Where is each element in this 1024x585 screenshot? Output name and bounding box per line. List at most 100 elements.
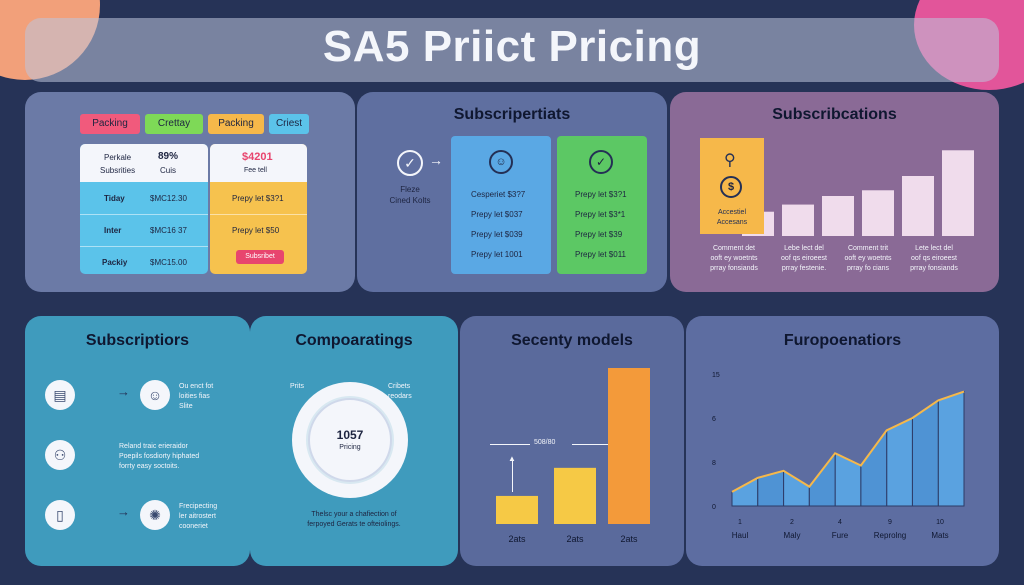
- box-label: Accestiel Accesans: [716, 209, 748, 226]
- panel-heading: Subscripertiats: [453, 106, 571, 123]
- bar-label: 2ats: [508, 534, 526, 544]
- annotation: 508/80: [534, 439, 556, 446]
- panel-heading: Furopoenatiors: [783, 332, 902, 349]
- arrow-right-icon: →: [117, 504, 130, 519]
- x-tick-label: 4: [838, 519, 842, 526]
- x-tick-label: 10: [936, 519, 944, 526]
- bulb-icon: ✺: [140, 500, 170, 530]
- left-price-card: Perkale 89% Subsrities Cuis Tiday $MC12.…: [80, 144, 208, 274]
- x-axis-label: Fure: [832, 531, 849, 540]
- subscribe-button[interactable]: Subsribet: [236, 250, 284, 264]
- note: Comment trit ooft ey woetnts prray fo cian…: [844, 245, 892, 272]
- panel-heading: Secenty models: [511, 332, 633, 349]
- row-value: $MC15.00: [150, 258, 187, 267]
- bar: [822, 196, 854, 236]
- plan-row: Prepy let $011: [575, 250, 626, 259]
- y-tick-label: 0: [712, 504, 716, 511]
- card-price-sub: Fee tell: [244, 167, 267, 174]
- plan-row: Prepy let $39: [575, 230, 623, 239]
- x-axis-label: Maly: [784, 531, 801, 540]
- card-price: $4201: [242, 151, 273, 163]
- arrow-right-icon: →: [117, 384, 130, 399]
- ring-label-left: Prits: [290, 383, 304, 390]
- furopoenatiors-area-chart: 15 6 8 0 1 Haul 2 Maly 4 Fure 9 Reprolng 10 Mats: [712, 372, 965, 540]
- x-axis-label: Mats: [931, 531, 948, 540]
- series-line: [731, 390, 965, 493]
- arrow-up-icon: ▲: [508, 454, 516, 463]
- area-segment: [886, 417, 913, 507]
- note: Lebe lect del oof qs eiroeest prray festen…: [781, 245, 827, 272]
- plan-row: Prepy let 1001: [471, 250, 523, 259]
- card-header-label: Perkale: [104, 153, 132, 162]
- dollar-icon: $: [720, 176, 742, 198]
- row-label: Tiday: [104, 194, 125, 203]
- devices-icon: ▯: [45, 500, 75, 530]
- row-value: $MC16 37: [150, 226, 187, 235]
- plan-row: Prepy let $039: [471, 230, 523, 239]
- card-row: Prepy let $50: [232, 226, 280, 235]
- check-icon: ✓: [397, 150, 423, 176]
- plan-row: Prepy let $037: [471, 210, 523, 219]
- bar: [862, 190, 894, 236]
- area-segment: [860, 428, 888, 507]
- card-row: Prepy let $3?1: [232, 194, 284, 203]
- title-bar: [25, 18, 999, 82]
- row-label: Packiy: [102, 258, 128, 267]
- secenty-models-panel: Secenty models 508/80 ▲ 2ats 2ats 2ats: [460, 316, 684, 566]
- x-tick-label: 9: [888, 519, 892, 526]
- browser-icon: ▤: [45, 380, 75, 410]
- secenty-models-bar-chart: 2ats 2ats 2ats: [496, 368, 650, 544]
- compoaratings-panel: Compoaratings Prits Cribets reodars 1057 …: [250, 316, 458, 566]
- green-plan-card[interactable]: ✓ Prepy let $3?1 Prepy let $3*1 Prepy le…: [557, 136, 647, 274]
- pricing-table-panel: Packing Crettay Packing Criest Perkale 8…: [25, 92, 355, 292]
- plan-row: Prepy let $3?1: [575, 190, 627, 199]
- subscribcations-bar-chart: [742, 150, 974, 236]
- note: Comment det ooft ey woetnts prray fonsiand…: [710, 245, 758, 272]
- y-tick-label: 15: [712, 372, 720, 379]
- area-segment: [808, 451, 836, 507]
- ring-caption: Thelsc your a chafiection of ferpoyed Ger…: [307, 511, 401, 528]
- check-circle-icon: ✓: [589, 150, 613, 174]
- subscriptions-panel: Subscripertiats ✓ → Fleze Cined Kolts ☺ …: [357, 92, 667, 292]
- bar: [942, 150, 974, 236]
- panel-heading: Subscribcations: [772, 106, 897, 123]
- row-text: Frecipecting ler aitrostert cooneriet: [179, 503, 218, 530]
- chip-packing-2[interactable]: Packing: [208, 114, 264, 134]
- ring-label: Pricing: [339, 444, 361, 451]
- x-axis-label: Reprolng: [874, 531, 906, 540]
- area-segment: [731, 476, 759, 507]
- bar-label: 2ats: [620, 534, 638, 544]
- location-pin-icon: ⚲: [724, 152, 736, 169]
- bar: [782, 204, 814, 236]
- area-segment: [834, 452, 862, 507]
- chip-crettay[interactable]: Crettay: [145, 114, 203, 134]
- card-header-sub-value: Cuis: [160, 166, 177, 175]
- chip-criest[interactable]: Criest: [269, 114, 309, 134]
- card-header-sub: Subsrities: [100, 166, 136, 175]
- area-segment: [783, 469, 810, 507]
- y-tick-label: 6: [712, 416, 716, 423]
- card-header-value: 89%: [158, 151, 179, 162]
- chip-packing[interactable]: Packing: [80, 114, 140, 134]
- right-price-card: $4201 Fee tell Prepy let $3?1 Prepy let …: [210, 144, 307, 274]
- user-icon: ☺: [489, 150, 513, 174]
- bar: [902, 176, 934, 236]
- bar-label: 2ats: [566, 534, 584, 544]
- subscribcations-panel: Subscribcations ⚲ $ Accestiel Accesans C…: [670, 92, 999, 292]
- y-tick-label: 8: [712, 460, 716, 467]
- area-segment: [937, 390, 965, 507]
- bar: [496, 495, 538, 524]
- bar: [554, 467, 596, 524]
- furopoenatiors-panel: Furopoenatiors 15 6 8 0 1 Haul 2 Maly 4 Fure 9 Repr…: [686, 316, 999, 566]
- row-text: Reland traic erieraidor Poepils fosdiorty…: [119, 443, 200, 470]
- row-value: $MC12.30: [150, 194, 187, 203]
- blue-plan-card[interactable]: ☺ Cesperiet $3?7 Prepy let $037 Prepy le…: [451, 136, 551, 274]
- x-tick-label: 1: [738, 519, 742, 526]
- user-card-icon: ☺: [140, 380, 170, 410]
- x-tick-label: 2: [790, 519, 794, 526]
- left-text: Fleze Cined Kolts: [389, 185, 431, 205]
- accent-box: ⚲ $ Accestiel Accesans: [700, 138, 764, 234]
- bar: [608, 368, 650, 524]
- pricing-ring: 1057 Pricing: [292, 382, 408, 498]
- page-title: SA5 Priict Pricing: [322, 22, 702, 71]
